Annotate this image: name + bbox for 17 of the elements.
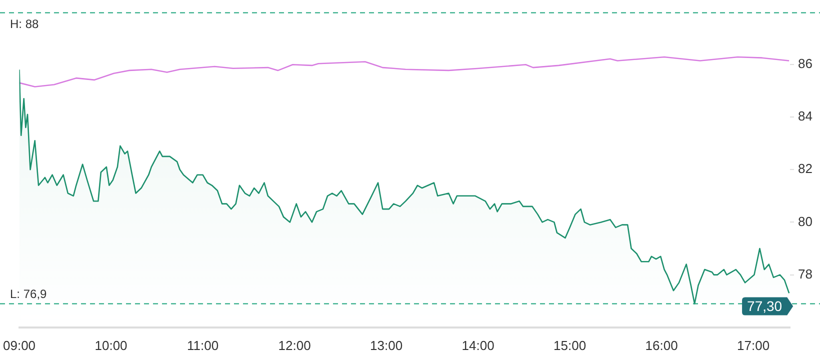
x-tick-label: 16:00 [645,338,678,353]
y-tick-label: 80 [798,214,812,229]
x-tick-label: 12:00 [278,338,311,353]
ref-line-label: H: 88 [10,17,40,32]
annotation: 77,30 [747,298,782,314]
y-tick-label: 78 [798,266,812,282]
x-tick-label: 17:00 [737,338,770,353]
x-tick-label: 09:00 [2,338,36,353]
x-tick-label: 13:00 [370,338,403,353]
x-tick-label: 10:00 [94,338,128,353]
y-tick-label: 86 [798,56,812,71]
y-tick-label: 84 [798,108,812,124]
x-tick-label: 11:00 [186,338,219,353]
x-tick-label: 15:00 [554,338,586,353]
y-tick-label: 82 [798,161,812,176]
x-tick-label: 14:00 [462,338,494,353]
ref-line-label: L: 76,9 [10,287,48,302]
